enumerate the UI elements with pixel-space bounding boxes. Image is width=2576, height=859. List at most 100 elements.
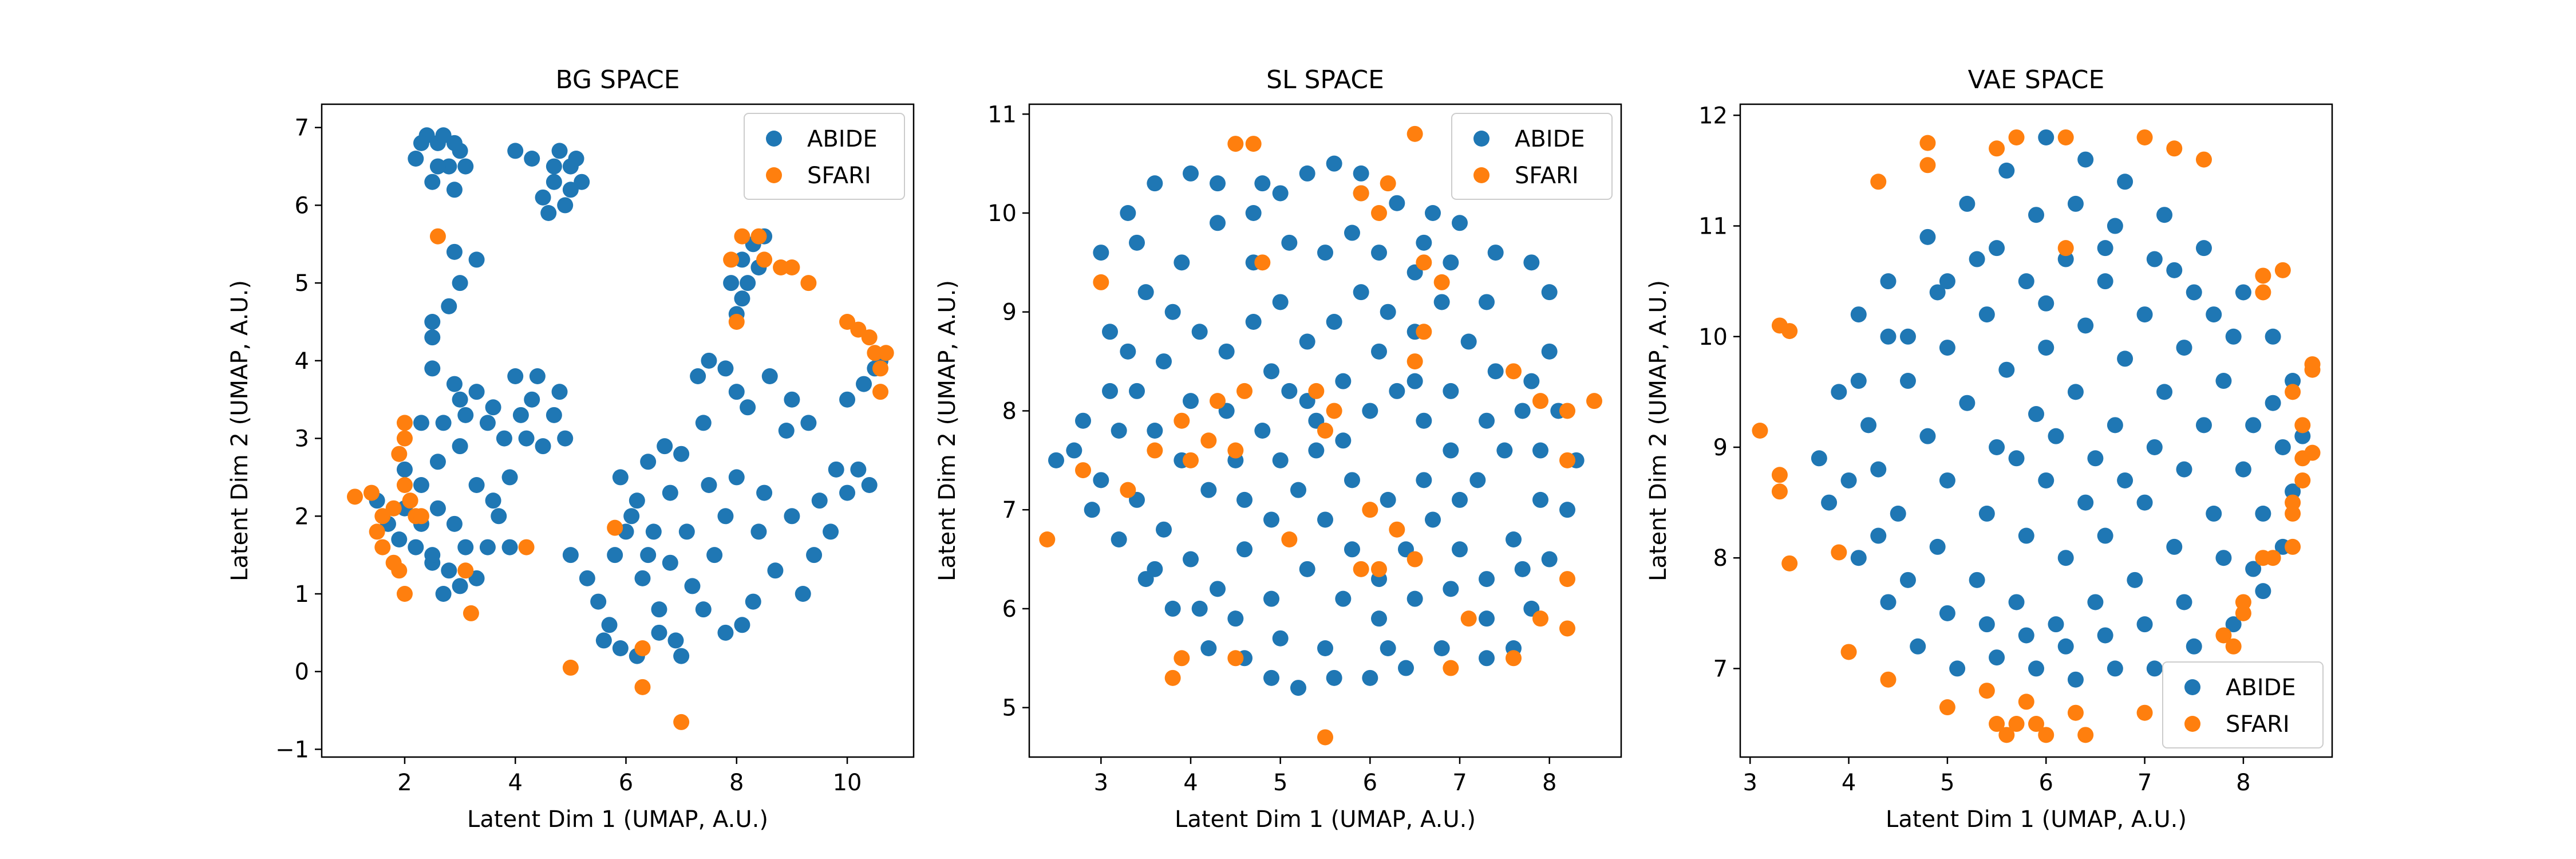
data-point-abide <box>1147 175 1163 192</box>
data-point-sfari <box>1227 442 1244 459</box>
data-point-abide <box>2008 594 2025 610</box>
data-point-sfari <box>1781 323 1798 340</box>
data-point-abide <box>856 376 872 392</box>
chart-title: VAE SPACE <box>1968 65 2105 94</box>
data-point-sfari <box>1362 502 1378 518</box>
y-tick-label: 11 <box>1698 214 1728 240</box>
y-tick-label: 9 <box>1713 435 1728 461</box>
data-point-abide <box>479 539 496 555</box>
data-point-abide <box>1326 669 1342 686</box>
x-tick-label: 8 <box>729 770 744 796</box>
data-point-abide <box>2285 483 2301 500</box>
data-point-abide <box>1326 314 1342 330</box>
data-point-sfari <box>1506 650 1522 667</box>
data-point-abide <box>1200 482 1217 498</box>
x-tick-label: 6 <box>619 770 633 796</box>
y-tick-label: 7 <box>1002 497 1017 523</box>
data-point-abide <box>673 648 690 664</box>
data-point-abide <box>1910 638 1926 655</box>
y-tick-label: 0 <box>295 659 309 685</box>
data-point-abide <box>667 632 684 649</box>
data-point-abide <box>1880 594 1897 610</box>
data-point-abide <box>1929 284 1946 301</box>
data-point-abide <box>1326 155 1342 172</box>
data-point-abide <box>1272 294 1289 310</box>
data-point-sfari <box>1781 555 1798 572</box>
data-point-abide <box>695 601 712 618</box>
data-point-abide <box>645 523 662 540</box>
data-point-abide <box>1353 284 1369 301</box>
data-point-abide <box>1335 373 1352 389</box>
data-point-sfari <box>1870 174 1887 190</box>
data-point-abide <box>701 352 717 369</box>
data-point-abide <box>1147 561 1163 577</box>
data-point-abide <box>529 368 546 384</box>
data-point-abide <box>457 539 474 555</box>
data-point-abide <box>1840 472 1857 488</box>
data-point-sfari <box>1978 683 1995 699</box>
data-point-sfari <box>1371 561 1387 577</box>
data-point-abide <box>1164 304 1181 320</box>
data-point-abide <box>1939 340 1955 356</box>
data-point-abide <box>1218 343 1235 360</box>
data-point-abide <box>2038 295 2055 312</box>
data-point-abide <box>1174 254 1190 271</box>
legend-box <box>1451 113 1613 200</box>
data-point-abide <box>1290 482 1306 498</box>
data-point-sfari <box>2008 129 2025 145</box>
data-point-abide <box>1299 561 1315 577</box>
data-point-abide <box>2245 561 2262 577</box>
data-point-abide <box>1532 491 1548 508</box>
data-point-abide <box>640 547 657 564</box>
data-point-abide <box>640 454 657 470</box>
data-point-sfari <box>1406 125 1423 142</box>
data-point-abide <box>1210 215 1226 231</box>
data-point-abide <box>1433 294 1450 310</box>
data-point-sfari <box>756 251 773 268</box>
data-point-abide <box>723 275 740 291</box>
y-tick-label: 8 <box>1002 398 1017 424</box>
data-point-abide <box>1479 412 1495 429</box>
data-point-sfari <box>1326 403 1342 419</box>
data-point-sfari <box>1939 699 1955 716</box>
data-point-sfari <box>1433 274 1450 290</box>
data-point-abide <box>424 329 441 346</box>
axes-frame <box>1739 103 2333 758</box>
data-point-abide <box>1156 521 1172 538</box>
data-point-abide <box>1254 423 1271 439</box>
data-point-sfari <box>1120 482 1136 498</box>
data-point-abide <box>734 251 750 268</box>
data-point-sfari <box>2285 494 2301 511</box>
data-point-abide <box>595 632 612 649</box>
data-point-abide <box>2265 395 2281 411</box>
data-point-abide <box>1164 600 1181 617</box>
data-point-abide <box>2225 616 2242 633</box>
data-point-abide <box>607 547 623 564</box>
legend-marker-abide <box>1473 131 1490 147</box>
data-point-abide <box>1506 531 1522 547</box>
data-point-sfari <box>1532 393 1548 409</box>
data-point-abide <box>1978 616 1995 633</box>
data-point-abide <box>1487 363 1504 380</box>
data-point-abide <box>1120 205 1136 221</box>
data-point-abide <box>2285 373 2301 389</box>
data-point-abide <box>823 523 839 540</box>
data-point-abide <box>2057 550 2074 566</box>
data-point-abide <box>717 360 734 377</box>
data-point-sfari <box>1245 136 1262 152</box>
data-point-abide <box>546 174 562 190</box>
data-point-sfari <box>1506 363 1522 380</box>
data-point-abide <box>1559 502 1575 518</box>
data-point-sfari <box>878 345 894 361</box>
data-point-sfari <box>346 488 363 505</box>
data-point-sfari <box>1416 254 1432 271</box>
data-point-abide <box>2195 240 2212 257</box>
data-point-abide <box>2077 317 2094 334</box>
data-point-abide <box>408 151 424 167</box>
y-axis-label: Latent Dim 2 (UMAP, A.U.) <box>227 280 253 581</box>
y-tick-label: −1 <box>275 736 309 763</box>
data-point-abide <box>2067 384 2084 400</box>
data-point-abide <box>701 477 717 493</box>
data-point-sfari <box>1353 185 1369 202</box>
data-point-abide <box>441 298 457 314</box>
